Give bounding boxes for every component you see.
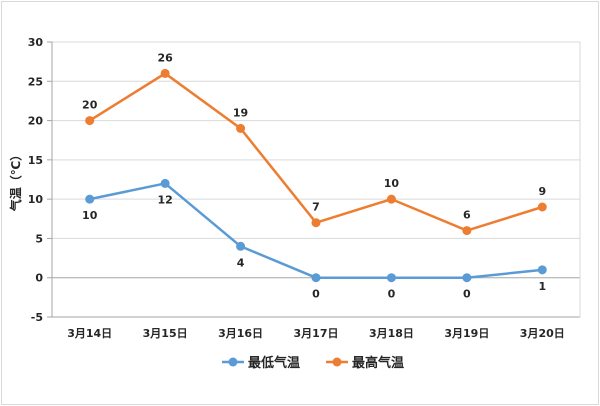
legend-label: 最低气温 (248, 355, 300, 371)
data-label: 26 (157, 51, 173, 64)
data-label: 12 (157, 193, 172, 206)
y-tick-label: 0 (35, 272, 43, 285)
data-label: 19 (233, 106, 248, 119)
y-tick-label: -5 (31, 311, 43, 324)
x-tick-label: 3月14日 (67, 327, 112, 340)
legend-marker-icon (228, 357, 238, 367)
legend-marker-icon (332, 357, 342, 367)
data-label: 0 (312, 288, 320, 301)
data-point (386, 273, 396, 283)
data-label: 10 (384, 177, 400, 190)
y-axis-label: 气温（℃） (8, 149, 23, 213)
legend-item: 最低气温 (222, 355, 300, 371)
data-point (537, 202, 547, 212)
data-point (236, 241, 246, 251)
data-label: 1 (538, 280, 546, 293)
y-tick-label: 5 (35, 232, 43, 245)
data-label: 4 (237, 256, 245, 269)
series-最高气温: 20 26 19 7 10 6 9 (82, 51, 547, 236)
data-label: 0 (463, 288, 471, 301)
data-point (462, 273, 472, 283)
x-tick-label: 3月15日 (143, 327, 188, 340)
y-tick-label: 25 (28, 75, 43, 88)
y-tick-label: 30 (28, 36, 44, 49)
data-point (160, 68, 170, 78)
data-label: 0 (388, 288, 396, 301)
data-point (85, 194, 95, 204)
data-point (85, 116, 95, 126)
data-point (311, 273, 321, 283)
legend-label: 最高气温 (352, 355, 404, 371)
data-point (160, 178, 170, 188)
legend: 最低气温 最高气温 (222, 355, 404, 371)
data-label: 9 (538, 185, 546, 198)
data-label: 7 (312, 201, 320, 214)
x-tick-label: 3月18日 (369, 327, 414, 340)
data-label: 6 (463, 209, 471, 222)
series-最低气温: 10 12 4 0 0 0 1 (82, 178, 547, 301)
data-point (462, 226, 472, 236)
y-tick-label: 15 (28, 154, 43, 167)
y-tick-label: 10 (28, 193, 44, 206)
x-tick-label: 3月17日 (294, 327, 339, 340)
legend-item: 最高气温 (326, 355, 404, 371)
x-tick-label: 3月16日 (218, 327, 263, 340)
data-point (537, 265, 547, 275)
series-group: 10 12 4 0 0 0 1 20 26 19 7 10 6 9 (82, 51, 547, 301)
x-tick-label: 3月20日 (520, 327, 565, 340)
data-label: 10 (82, 209, 98, 222)
data-point (386, 194, 396, 204)
data-label: 20 (82, 99, 98, 112)
x-tick-label: 3月19日 (444, 327, 489, 340)
y-tick-label: 20 (28, 115, 44, 128)
data-point (236, 123, 246, 133)
data-point (311, 218, 321, 228)
